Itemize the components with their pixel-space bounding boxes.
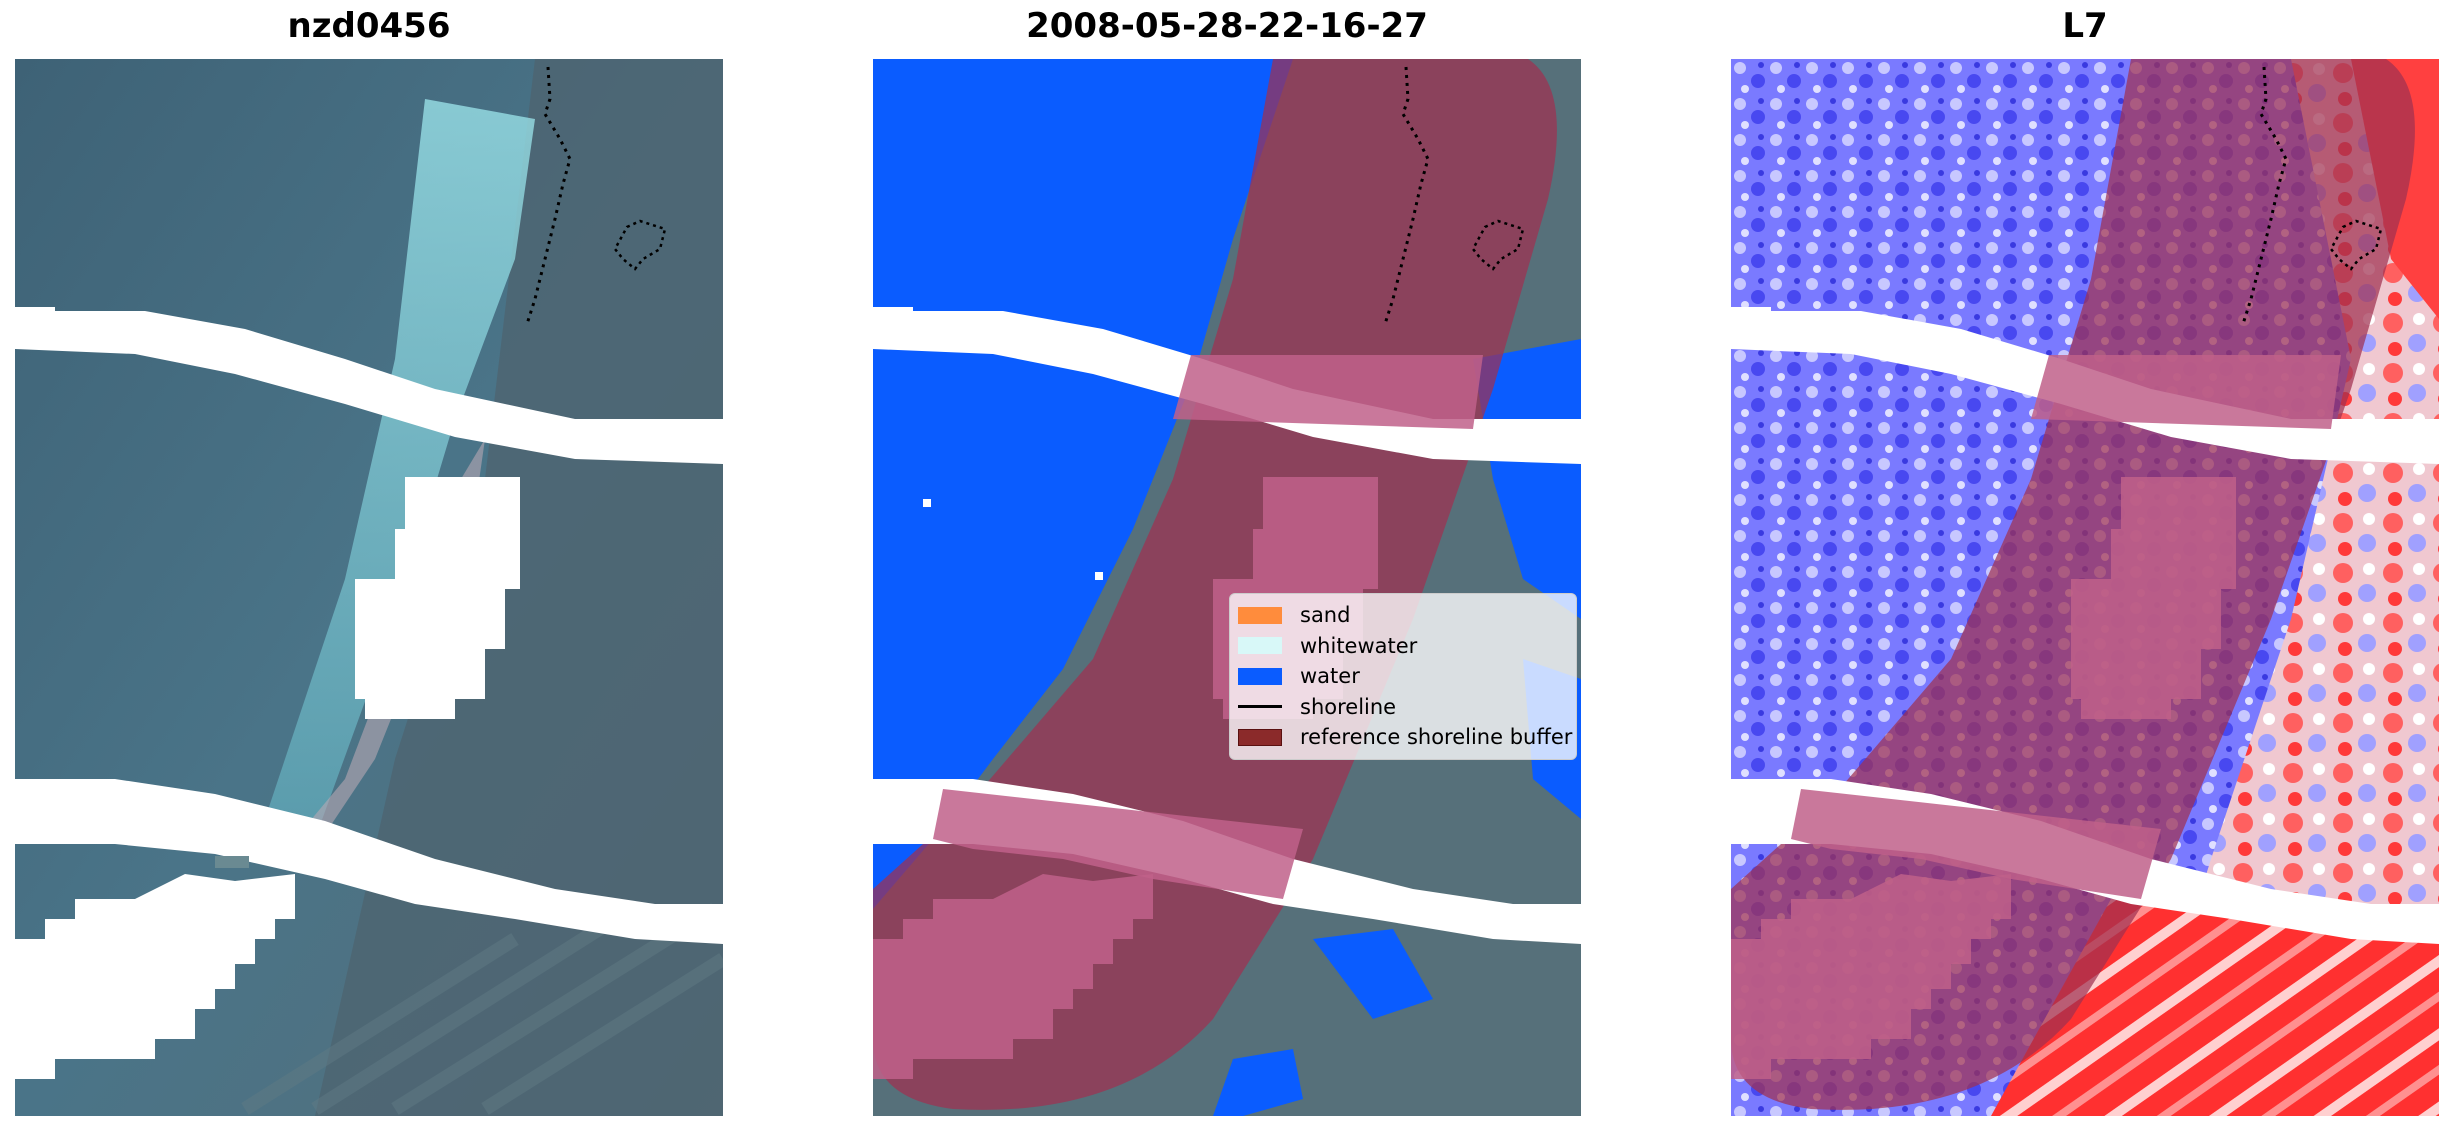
legend-line-shoreline [1238,705,1282,709]
index-panel [1731,59,2439,1116]
legend-label-sand: sand [1300,603,1351,628]
classification-panel [873,59,1581,1116]
panel-title-index: L7 [2062,6,2108,46]
legend-label-whitewater: whitewater [1300,633,1418,658]
legend-item-shoreline: shoreline [1238,692,1568,723]
legend-item-whitewater: whitewater [1238,631,1568,662]
legend-label-shoreline: shoreline [1300,694,1397,719]
classification-image [873,59,1581,1116]
legend-swatch-buffer [1238,728,1282,746]
legend-item-buffer: reference shoreline buffer [1238,722,1572,753]
legend-swatch-water [1238,667,1282,685]
index-image [1731,59,2439,1116]
panel-title-rgb: nzd0456 [287,6,451,46]
panel-title-classification: 2008-05-28-22-16-27 [1026,6,1428,46]
rgb-image [15,59,723,1116]
legend: sand whitewater water shoreline referenc… [1229,593,1577,760]
legend-swatch-whitewater [1238,637,1282,655]
legend-item-sand: sand [1238,600,1568,631]
legend-label-water: water [1300,664,1360,689]
legend-item-water: water [1238,661,1568,692]
legend-swatch-sand [1238,606,1282,624]
rgb-image-panel [15,59,723,1116]
legend-label-buffer: reference shoreline buffer [1300,725,1573,750]
